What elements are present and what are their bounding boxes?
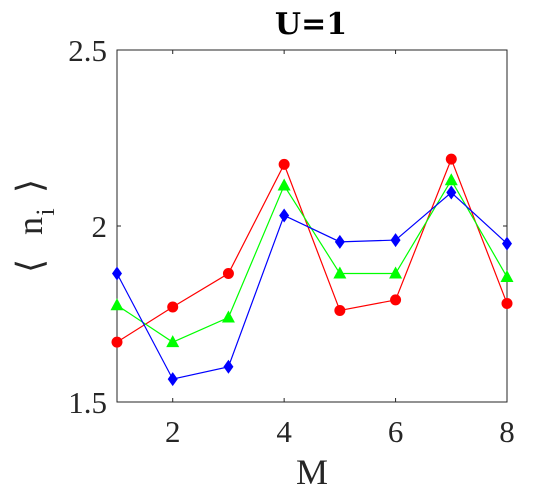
- series-2: [110, 173, 514, 348]
- data-point: [389, 266, 403, 279]
- data-point: [445, 153, 457, 165]
- data-point: [167, 301, 179, 313]
- series-line: [116, 191, 508, 380]
- x-tick-label: 2: [165, 414, 181, 449]
- data-point: [221, 310, 235, 323]
- data-point: [502, 236, 512, 251]
- data-point: [333, 266, 347, 279]
- series-1: [111, 153, 513, 348]
- x-axis-label: M: [296, 452, 328, 492]
- series-line: [116, 179, 508, 343]
- x-tick-label: 4: [276, 414, 292, 449]
- y-axis-label-right-bracket: ⟩: [10, 179, 50, 193]
- data-point: [390, 294, 402, 306]
- data-point: [277, 178, 291, 191]
- x-tick-label: 6: [388, 414, 404, 449]
- data-point: [334, 234, 345, 249]
- data-point: [500, 270, 514, 283]
- chart-title: U=1: [275, 7, 347, 42]
- series-line: [116, 157, 508, 343]
- y-tick-label: 2: [92, 209, 108, 244]
- data-point: [390, 233, 401, 248]
- data-point: [444, 173, 458, 186]
- data-point: [278, 158, 290, 170]
- data-point: [334, 304, 346, 316]
- data-point: [167, 372, 178, 387]
- data-point: [501, 297, 513, 309]
- data-point: [166, 335, 180, 348]
- y-axis-label-subscript: i: [31, 208, 60, 215]
- data-point: [111, 336, 123, 348]
- plot-area: [116, 49, 508, 403]
- x-tick-label: 8: [499, 414, 515, 449]
- data-point: [110, 298, 124, 311]
- y-tick-label: 2.5: [68, 33, 107, 68]
- data-point: [223, 359, 234, 374]
- data-point: [279, 208, 290, 223]
- y-axis-label: ⟨ n i ⟩: [10, 179, 60, 273]
- data-point: [446, 185, 457, 200]
- y-axis-label-left-bracket: ⟨: [10, 259, 50, 273]
- data-point: [112, 266, 122, 281]
- data-point: [222, 268, 234, 280]
- y-axis-label-variable: n: [10, 217, 50, 235]
- series-3: [112, 185, 512, 387]
- y-tick-label: 1.5: [68, 385, 107, 420]
- series-group: [110, 153, 514, 387]
- axis-ticks: 2 4 6 8 1.5 2 2.5: [68, 33, 515, 449]
